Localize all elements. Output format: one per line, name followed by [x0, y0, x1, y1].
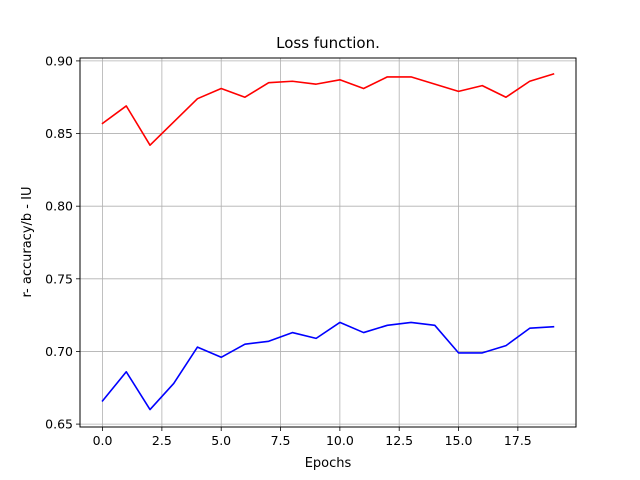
- grid-layer: [80, 58, 576, 427]
- x-tick-label: 0.0: [93, 433, 113, 448]
- x-tick-label: 17.5: [504, 433, 532, 448]
- tick-layer: 0.0 2.5 5.0 7.5 10.0 12.5 15.0 17.5 0.65 0.70 0.75…: [45, 53, 532, 448]
- y-tick-label: 0.80: [45, 199, 73, 214]
- series-line-2: [101, 321, 555, 411]
- y-tick-label: 0.65: [45, 417, 73, 432]
- series-layer: [101, 72, 555, 411]
- x-tick-label: 10.0: [326, 433, 354, 448]
- x-tick-label: 2.5: [152, 433, 172, 448]
- y-tick-label: 0.85: [45, 126, 73, 141]
- series-line-1: [101, 72, 555, 146]
- plot-frame: [79, 57, 577, 428]
- y-axis-label: r- accuracy/b - IU: [20, 187, 35, 298]
- x-tick-label: 12.5: [385, 433, 413, 448]
- y-tick-label: 0.75: [45, 271, 73, 286]
- x-axis-label: Epochs: [305, 456, 352, 471]
- y-tick-label: 0.90: [45, 53, 73, 68]
- x-tick-label: 7.5: [271, 433, 291, 448]
- y-tick-label: 0.70: [45, 344, 73, 359]
- x-tick-label: 15.0: [445, 433, 473, 448]
- chart-title: Loss function.: [276, 34, 380, 52]
- x-tick-label: 5.0: [211, 433, 231, 448]
